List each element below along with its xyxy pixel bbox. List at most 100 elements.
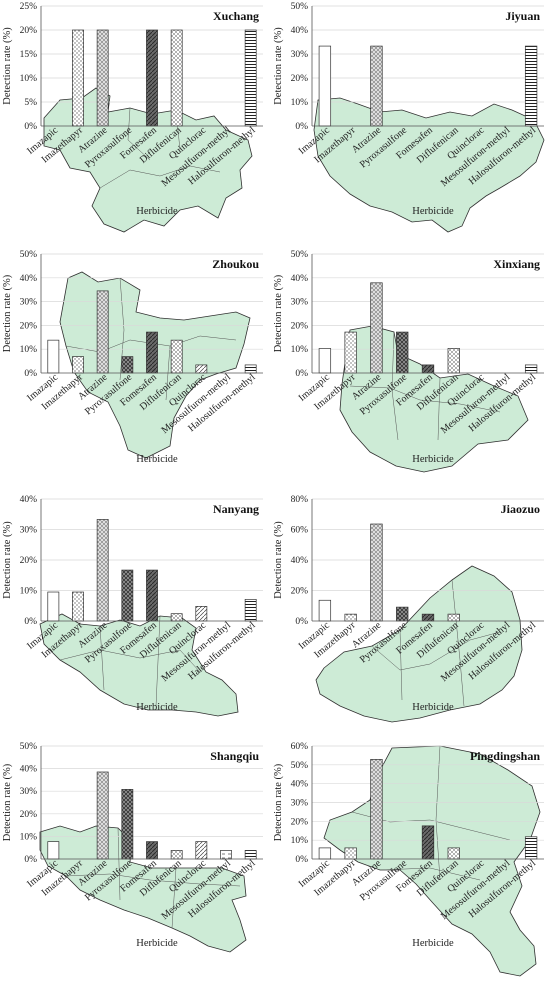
bar (318, 45, 332, 127)
bar (524, 836, 538, 860)
y-axis-label: Detection rate (%) (2, 27, 13, 105)
panel-title: Pingdingshan (470, 749, 540, 763)
bar (96, 29, 109, 127)
y-tick-label: 25% (20, 2, 38, 12)
bar (318, 348, 332, 374)
y-tick-label: 10% (20, 74, 38, 84)
bar (47, 591, 60, 622)
y-tick-label: 30% (291, 799, 309, 809)
bar (344, 331, 357, 374)
y-tick-label: 0% (295, 122, 308, 132)
panel-title: Xuchang (213, 9, 259, 23)
y-tick-label: 0% (24, 369, 37, 379)
x-axis-label: Herbicide (412, 702, 454, 713)
y-tick-label: 30% (20, 787, 38, 797)
bar (524, 364, 538, 374)
bar (146, 331, 158, 374)
y-tick-label: 60% (291, 526, 309, 536)
y-tick-label: 20% (20, 26, 38, 36)
y-tick-label: 50% (291, 761, 309, 771)
bar (244, 364, 257, 374)
bar (170, 613, 183, 622)
bar (146, 841, 158, 860)
bar (96, 519, 109, 622)
y-tick-label: 0% (295, 617, 308, 627)
y-tick-label: 10% (20, 832, 38, 842)
bar (421, 364, 435, 374)
map-jiaozuo (315, 565, 523, 723)
y-tick-label: 20% (20, 321, 38, 331)
y-tick-label: 50% (291, 2, 309, 12)
bar (370, 282, 383, 374)
bar (72, 29, 84, 127)
y-tick-label: 50% (20, 742, 38, 752)
bar (170, 339, 183, 374)
x-axis-label: Herbicide (412, 938, 454, 949)
bar (170, 29, 183, 127)
map-jiyuan (313, 97, 545, 233)
y-tick-label: 20% (291, 587, 309, 597)
bar (447, 348, 460, 374)
y-tick-label: 10% (291, 345, 309, 355)
bar (72, 591, 84, 622)
y-axis-label: Detection rate (%) (273, 27, 284, 105)
x-axis-label: Herbicide (136, 454, 178, 465)
bar (370, 45, 383, 127)
bar (447, 847, 460, 860)
y-tick-label: 40% (20, 274, 38, 284)
y-axis-label: Detection rate (%) (2, 763, 13, 841)
y-axis-label: Detection rate (%) (2, 521, 13, 599)
panel-title: Xinxiang (493, 257, 540, 271)
y-tick-label: 40% (20, 495, 38, 505)
bar (447, 613, 460, 622)
y-axis-label: Detection rate (%) (273, 763, 284, 841)
bar (96, 771, 109, 860)
bar (421, 613, 435, 622)
y-axis-label: Detection rate (%) (273, 274, 284, 352)
y-tick-label: 10% (291, 98, 309, 108)
y-tick-label: 50% (291, 250, 309, 260)
bar (396, 606, 409, 622)
bar (370, 759, 383, 860)
bar (396, 331, 409, 374)
y-tick-label: 10% (20, 587, 38, 597)
y-tick-label: 80% (291, 495, 309, 505)
y-tick-label: 30% (291, 50, 309, 60)
x-axis-label: Herbicide (136, 938, 178, 949)
bar (96, 290, 109, 374)
y-tick-label: 20% (291, 321, 309, 331)
y-tick-label: 5% (24, 98, 37, 108)
x-axis-label: Herbicide (412, 206, 454, 217)
bar (318, 847, 332, 860)
y-axis-label: Detection rate (%) (273, 521, 284, 599)
y-tick-label: 10% (20, 345, 38, 355)
bar (195, 364, 208, 374)
y-tick-label: 40% (291, 556, 309, 566)
bar (370, 523, 383, 622)
y-tick-label: 50% (20, 250, 38, 260)
bar (421, 825, 435, 860)
y-tick-label: 0% (295, 855, 308, 865)
x-axis-label: Herbicide (412, 454, 454, 465)
bar (146, 569, 158, 622)
panel-title: Nanyang (213, 502, 259, 516)
bar (244, 598, 257, 622)
bar (47, 841, 60, 860)
y-tick-label: 20% (20, 556, 38, 566)
bar (121, 356, 134, 374)
y-tick-label: 0% (24, 617, 37, 627)
bar (121, 569, 134, 622)
bar (146, 29, 158, 127)
y-tick-label: 30% (20, 526, 38, 536)
bar (47, 339, 60, 374)
bar (344, 847, 357, 860)
y-tick-label: 40% (291, 26, 309, 36)
y-tick-label: 30% (20, 298, 38, 308)
bar (244, 850, 257, 860)
bar (244, 29, 257, 127)
y-tick-label: 30% (291, 298, 309, 308)
panel-title: Jiaozuo (501, 502, 540, 516)
bar (344, 613, 357, 622)
bar (318, 599, 332, 622)
